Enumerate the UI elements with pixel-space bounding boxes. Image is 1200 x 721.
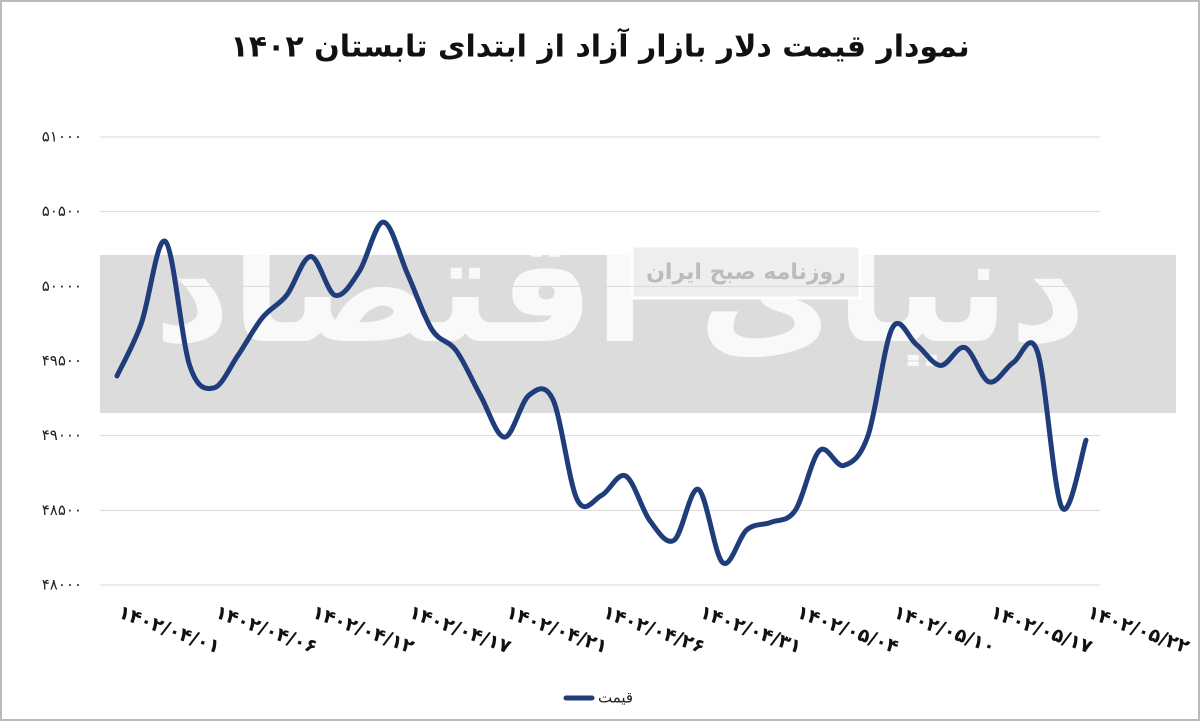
watermark-logo: دنیای اقتصاد xyxy=(154,203,1087,377)
y-tick-label: ۵۰۰۰۰ xyxy=(42,277,82,295)
y-tick-label: ۴۸۰۰۰ xyxy=(42,576,82,594)
watermark: روزنامه صبح ایران xyxy=(646,260,846,285)
y-tick-label: ۴۹۰۰۰ xyxy=(42,426,82,444)
chart-title: نمودار قیمت دلار بازار آزاد از ابتدای تا… xyxy=(230,28,969,65)
y-tick-label: ۵۱۰۰۰ xyxy=(42,128,82,146)
line xyxy=(114,219,1089,566)
legend-label: قیمت xyxy=(598,689,633,707)
y-tick-label: ۴۹۵۰۰ xyxy=(42,352,82,370)
watermark-box xyxy=(630,244,862,300)
y-tick-label: ۵۰۵۰۰ xyxy=(42,202,82,220)
y-tick-label: ۴۸۵۰۰ xyxy=(42,501,82,519)
